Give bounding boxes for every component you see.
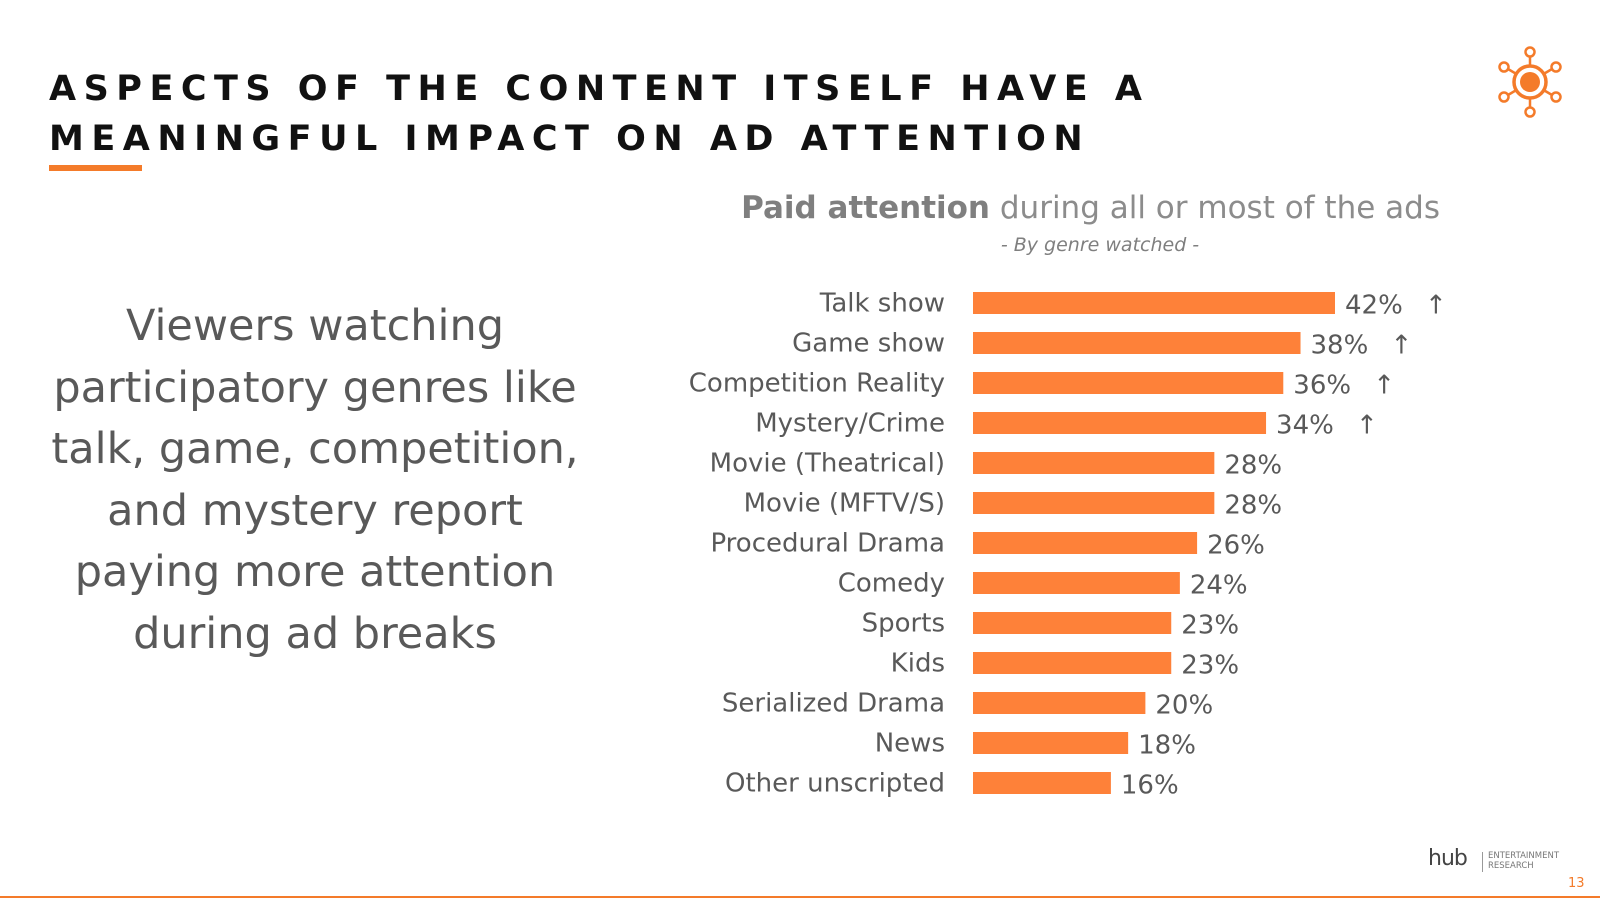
bar (973, 532, 1198, 554)
category-label: Movie (MFTV/S) (744, 489, 945, 519)
callout-text: Viewers watching participatory genres li… (51, 301, 579, 659)
value-label: 28% (1224, 451, 1282, 481)
category-label: Procedural Drama (710, 529, 945, 559)
value-label: 24% (1190, 571, 1248, 601)
bar (973, 332, 1301, 354)
category-label: Other unscripted (725, 769, 945, 799)
category-label: Sports (862, 609, 945, 639)
significance-arrow-icon: ↑ (1391, 331, 1413, 361)
chart-title-bold: Paid attention (741, 190, 991, 226)
value-label: 28% (1224, 491, 1282, 521)
value-label: 20% (1155, 691, 1213, 721)
value-label: 23% (1181, 611, 1239, 641)
value-label: 42% (1345, 291, 1403, 321)
slide-title: ASPECTS OF THE CONTENT ITSELF HAVE A MEA… (49, 69, 1150, 159)
bottom-rule (0, 896, 1600, 898)
hub-logo: hub ENTERTAINMENT RESEARCH (1428, 846, 1568, 876)
title-underline (49, 165, 142, 171)
value-label: 34% (1276, 411, 1334, 441)
hub-logo-subtitle-line2: RESEARCH (1488, 861, 1534, 871)
value-label: 38% (1311, 331, 1369, 361)
significance-arrow-icon: ↑ (1425, 291, 1447, 321)
page-number: 13 (1568, 876, 1585, 891)
chart-subtitle: - By genre watched - (1000, 234, 1200, 256)
bar (973, 492, 1215, 514)
bar (973, 772, 1111, 794)
category-label: Competition Reality (689, 369, 945, 399)
bar (973, 292, 1335, 314)
bar (973, 652, 1172, 674)
significance-arrow-icon: ↑ (1373, 371, 1395, 401)
category-label: Game show (792, 329, 945, 359)
significance-arrow-icon: ↑ (1356, 411, 1378, 441)
category-label: Kids (891, 649, 945, 679)
bar (973, 692, 1146, 714)
hub-logo-subtitle: ENTERTAINMENT RESEARCH (1488, 851, 1572, 871)
bar (973, 452, 1215, 474)
hub-logo-divider (1482, 852, 1483, 872)
value-label: 16% (1121, 771, 1179, 801)
bar (973, 572, 1180, 594)
bar (973, 372, 1284, 394)
value-label: 36% (1293, 371, 1351, 401)
bar (973, 612, 1172, 634)
category-label: Movie (Theatrical) (710, 449, 945, 479)
value-label: 18% (1138, 731, 1196, 761)
category-label: Serialized Drama (722, 689, 945, 719)
category-label: Talk show (819, 289, 945, 319)
value-label: 26% (1207, 531, 1265, 561)
category-label: Mystery/Crime (755, 409, 945, 439)
category-label: Comedy (838, 569, 945, 599)
chart-title: Paid attention during all or most of the… (640, 190, 1440, 226)
category-label: News (875, 729, 945, 759)
value-label: 23% (1181, 651, 1239, 681)
bar (973, 412, 1267, 434)
sun-network-icon (1498, 46, 1562, 118)
hub-logo-word: hub (1428, 846, 1468, 871)
hub-logo-subtitle-line1: ENTERTAINMENT (1488, 851, 1560, 861)
chart-title-rest: during all or most of the ads (990, 190, 1440, 226)
bar (973, 732, 1129, 754)
